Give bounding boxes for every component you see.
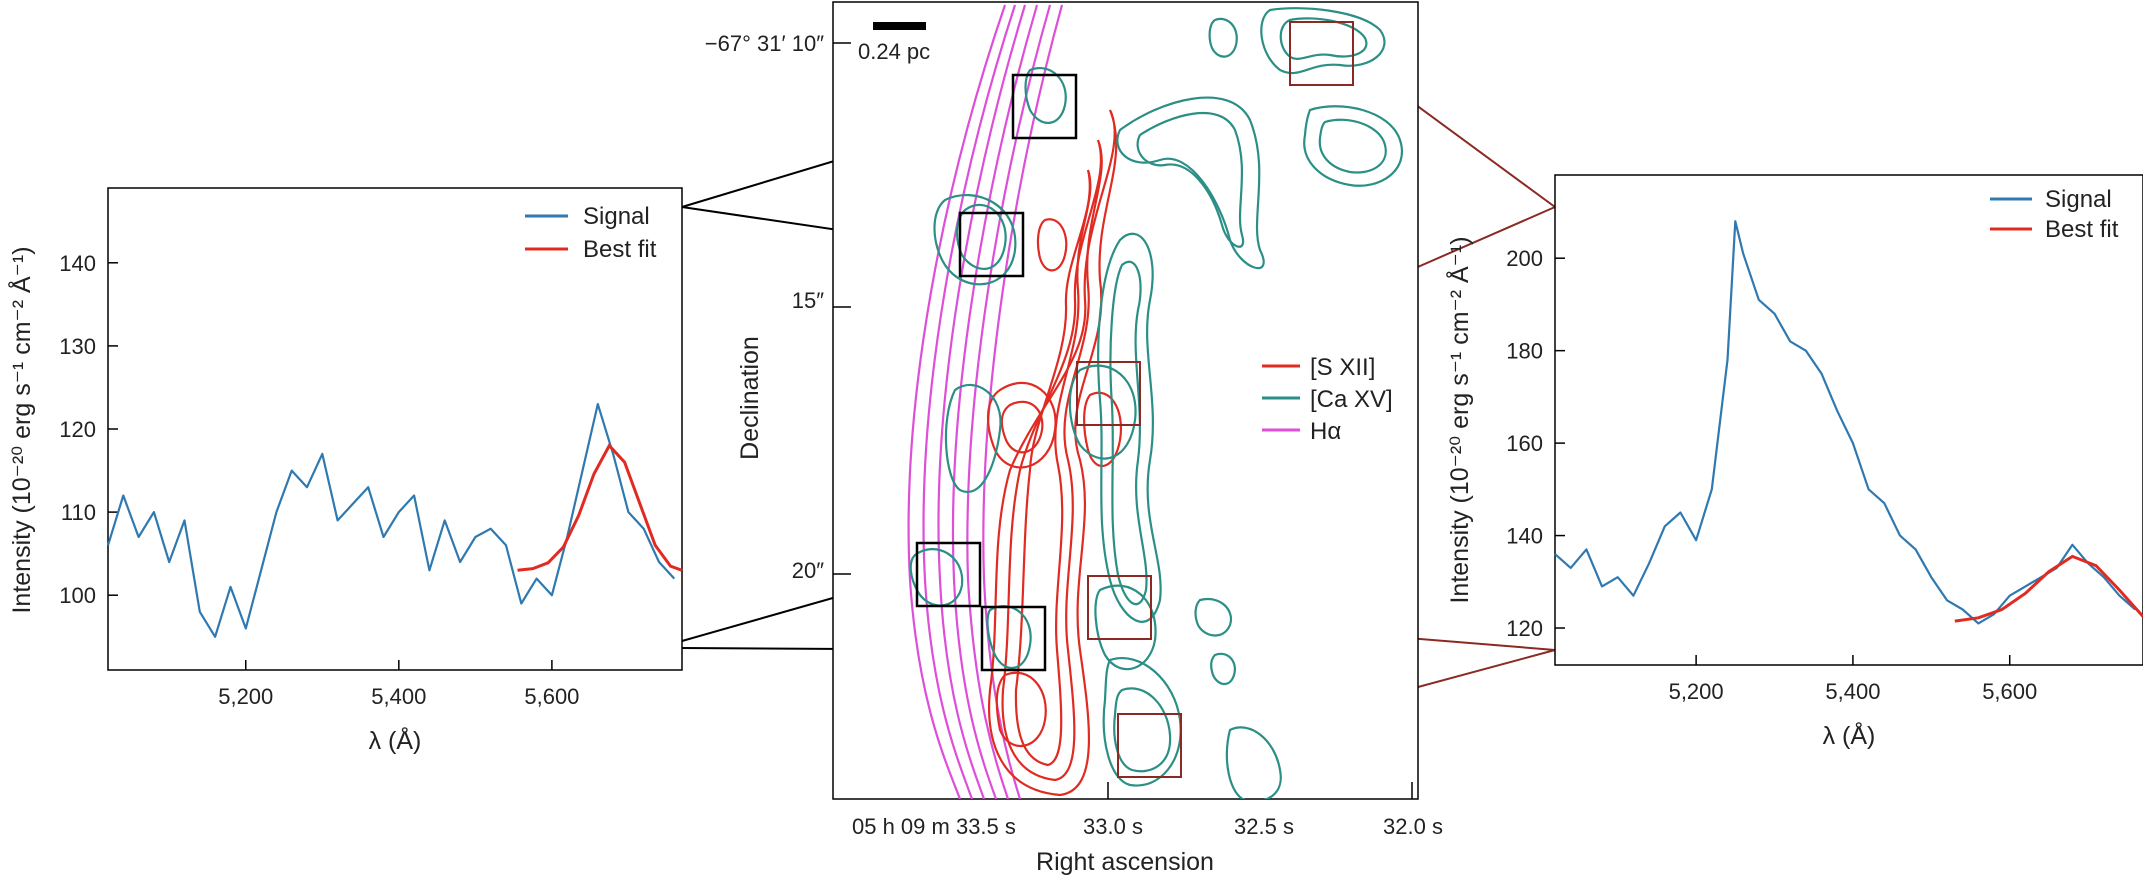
right-legend-signal-label: Signal [2045,186,2112,213]
left-xtick-label: 5,200 [218,684,273,709]
black-box-3 [915,541,982,608]
right-xtick-label: 5,600 [1982,679,2037,704]
brown-selection-boxes [1076,21,1354,778]
map-xtick-label-1: 05 h 09 m 33.5 s [852,814,1016,839]
caxv-contour-13 [944,383,1002,493]
map-ytick-label-2: 15″ [792,288,824,313]
caxv-contour-22 [1208,17,1238,58]
caxv-contour-17 [1102,657,1182,787]
black-box-4 [980,605,1047,672]
contour-map-panel: 0.24 pc [S XII] [Ca XV] Hα −67° 31′ 10″ … [705,1,1443,876]
caxv-contour-7 [1097,232,1162,623]
left-x-axis-label: λ (Å) [369,725,422,755]
right-xtick-label: 5,200 [1669,679,1724,704]
caxv-contour-10 [956,203,1007,271]
caxv-contour-3 [1260,7,1386,75]
map-ytick-label-3: 20″ [792,558,824,583]
caxv-contour-1 [1116,96,1265,270]
map-legend-caxv-label: [Ca XV] [1310,386,1393,413]
left-ytick-label: 110 [61,500,96,525]
black-box-1 [1011,73,1078,140]
right-xtick-label: 5,400 [1825,679,1880,704]
map-legend: [S XII] [Ca XV] Hα [1262,354,1393,445]
caxv-contour-21 [1225,726,1282,799]
left-y-axis-label: Intensity (10⁻²⁰ erg s⁻¹ cm⁻² Å⁻¹) [6,246,36,613]
brown-box-4 [1117,713,1182,778]
caxv-contour-5 [1303,105,1403,187]
sxii-blob-2 [1000,400,1044,454]
black-box-2 [958,211,1025,278]
map-legend-sxii-label: [S XII] [1310,354,1375,381]
brown-box-3 [1087,575,1152,640]
sxii-contour-1 [988,109,1118,797]
right-legend: Signal Best fit [1990,186,2119,243]
right-x-axis-label: λ (Å) [1823,720,1876,750]
left-ytick-label: 120 [59,417,96,442]
sxii-contour-3 [1014,169,1092,767]
left-spectrum-panel: 5,200 5,400 5,600 100 110 120 130 140 Signal Be… [6,187,683,755]
left-legend-fit-label: Best fit [583,236,657,263]
caxv-contour-9 [1068,364,1137,460]
map-y-axis-label: Declination [736,336,764,460]
caxv-contour-19 [1194,597,1233,637]
right-signal-line [1554,220,2136,625]
map-xtick-label-3: 32.5 s [1234,814,1294,839]
right-legend-fit-label: Best fit [2045,216,2119,243]
map-ytick-label-1: −67° 31′ 10″ [705,31,824,56]
black-selection-boxes [915,73,1078,672]
right-ytick-label: 140 [1506,524,1543,549]
left-fit-line [517,443,683,572]
sxii-blob-1 [986,381,1057,469]
caxv-contour-16 [1094,584,1157,671]
left-signal-line [106,403,676,638]
caxv-contour-8 [1109,260,1148,606]
sxii-blob-3 [995,671,1047,748]
caxv-contour-20 [1210,652,1236,686]
left-ytick-label: 130 [59,334,96,359]
halpha-arc-1 [907,4,1007,799]
brown-box-1 [1289,21,1354,86]
right-plot-frame [1554,174,2143,666]
caxv-contour-14 [909,548,964,607]
right-ytick-label: 200 [1506,246,1543,271]
map-x-axis-label: Right ascension [1036,848,1214,876]
right-ytick-label: 120 [1506,616,1543,641]
left-legend: Signal Best fit [525,203,657,263]
halpha-arc-3 [937,4,1027,799]
halpha-arc-4 [951,4,1039,799]
caxv-contour-18 [1113,687,1172,773]
sxii-contour-2 [1001,139,1103,782]
left-xtick-label: 5,600 [524,684,579,709]
right-ytick-label: 180 [1506,339,1543,364]
scale-bar [873,22,926,30]
caxv-contour-6 [1318,118,1387,174]
right-ytick-label: 160 [1506,431,1543,456]
map-legend-halpha-label: Hα [1310,418,1341,445]
map-axes [833,42,1413,799]
right-fit-line [1954,554,2143,623]
caxv-contour-15 [986,605,1032,670]
left-legend-signal-label: Signal [583,203,650,230]
right-spectrum-panel: 5,200 5,400 5,600 120 140 160 180 200 Signal Be… [1444,174,2143,750]
sxii-contours [986,109,1123,797]
left-xtick-label: 5,400 [371,684,426,709]
sxii-blob-4 [1036,218,1068,272]
halpha-arc-2 [922,4,1017,799]
left-ytick-label: 100 [59,583,96,608]
caxv-contours [909,7,1403,799]
left-ytick-label: 140 [59,251,96,276]
brown-box-2 [1076,361,1141,426]
caxv-contour-4 [1279,17,1368,60]
map-xtick-label-2: 33.0 s [1083,814,1143,839]
right-y-axis-label: Intensity (10⁻²⁰ erg s⁻¹ cm⁻² Å⁻¹) [1444,236,1474,603]
map-xtick-label-4: 32.0 s [1383,814,1443,839]
scale-bar-label: 0.24 pc [858,39,930,64]
caxv-contour-11 [933,194,1017,286]
caxv-contour-2 [1136,111,1245,248]
